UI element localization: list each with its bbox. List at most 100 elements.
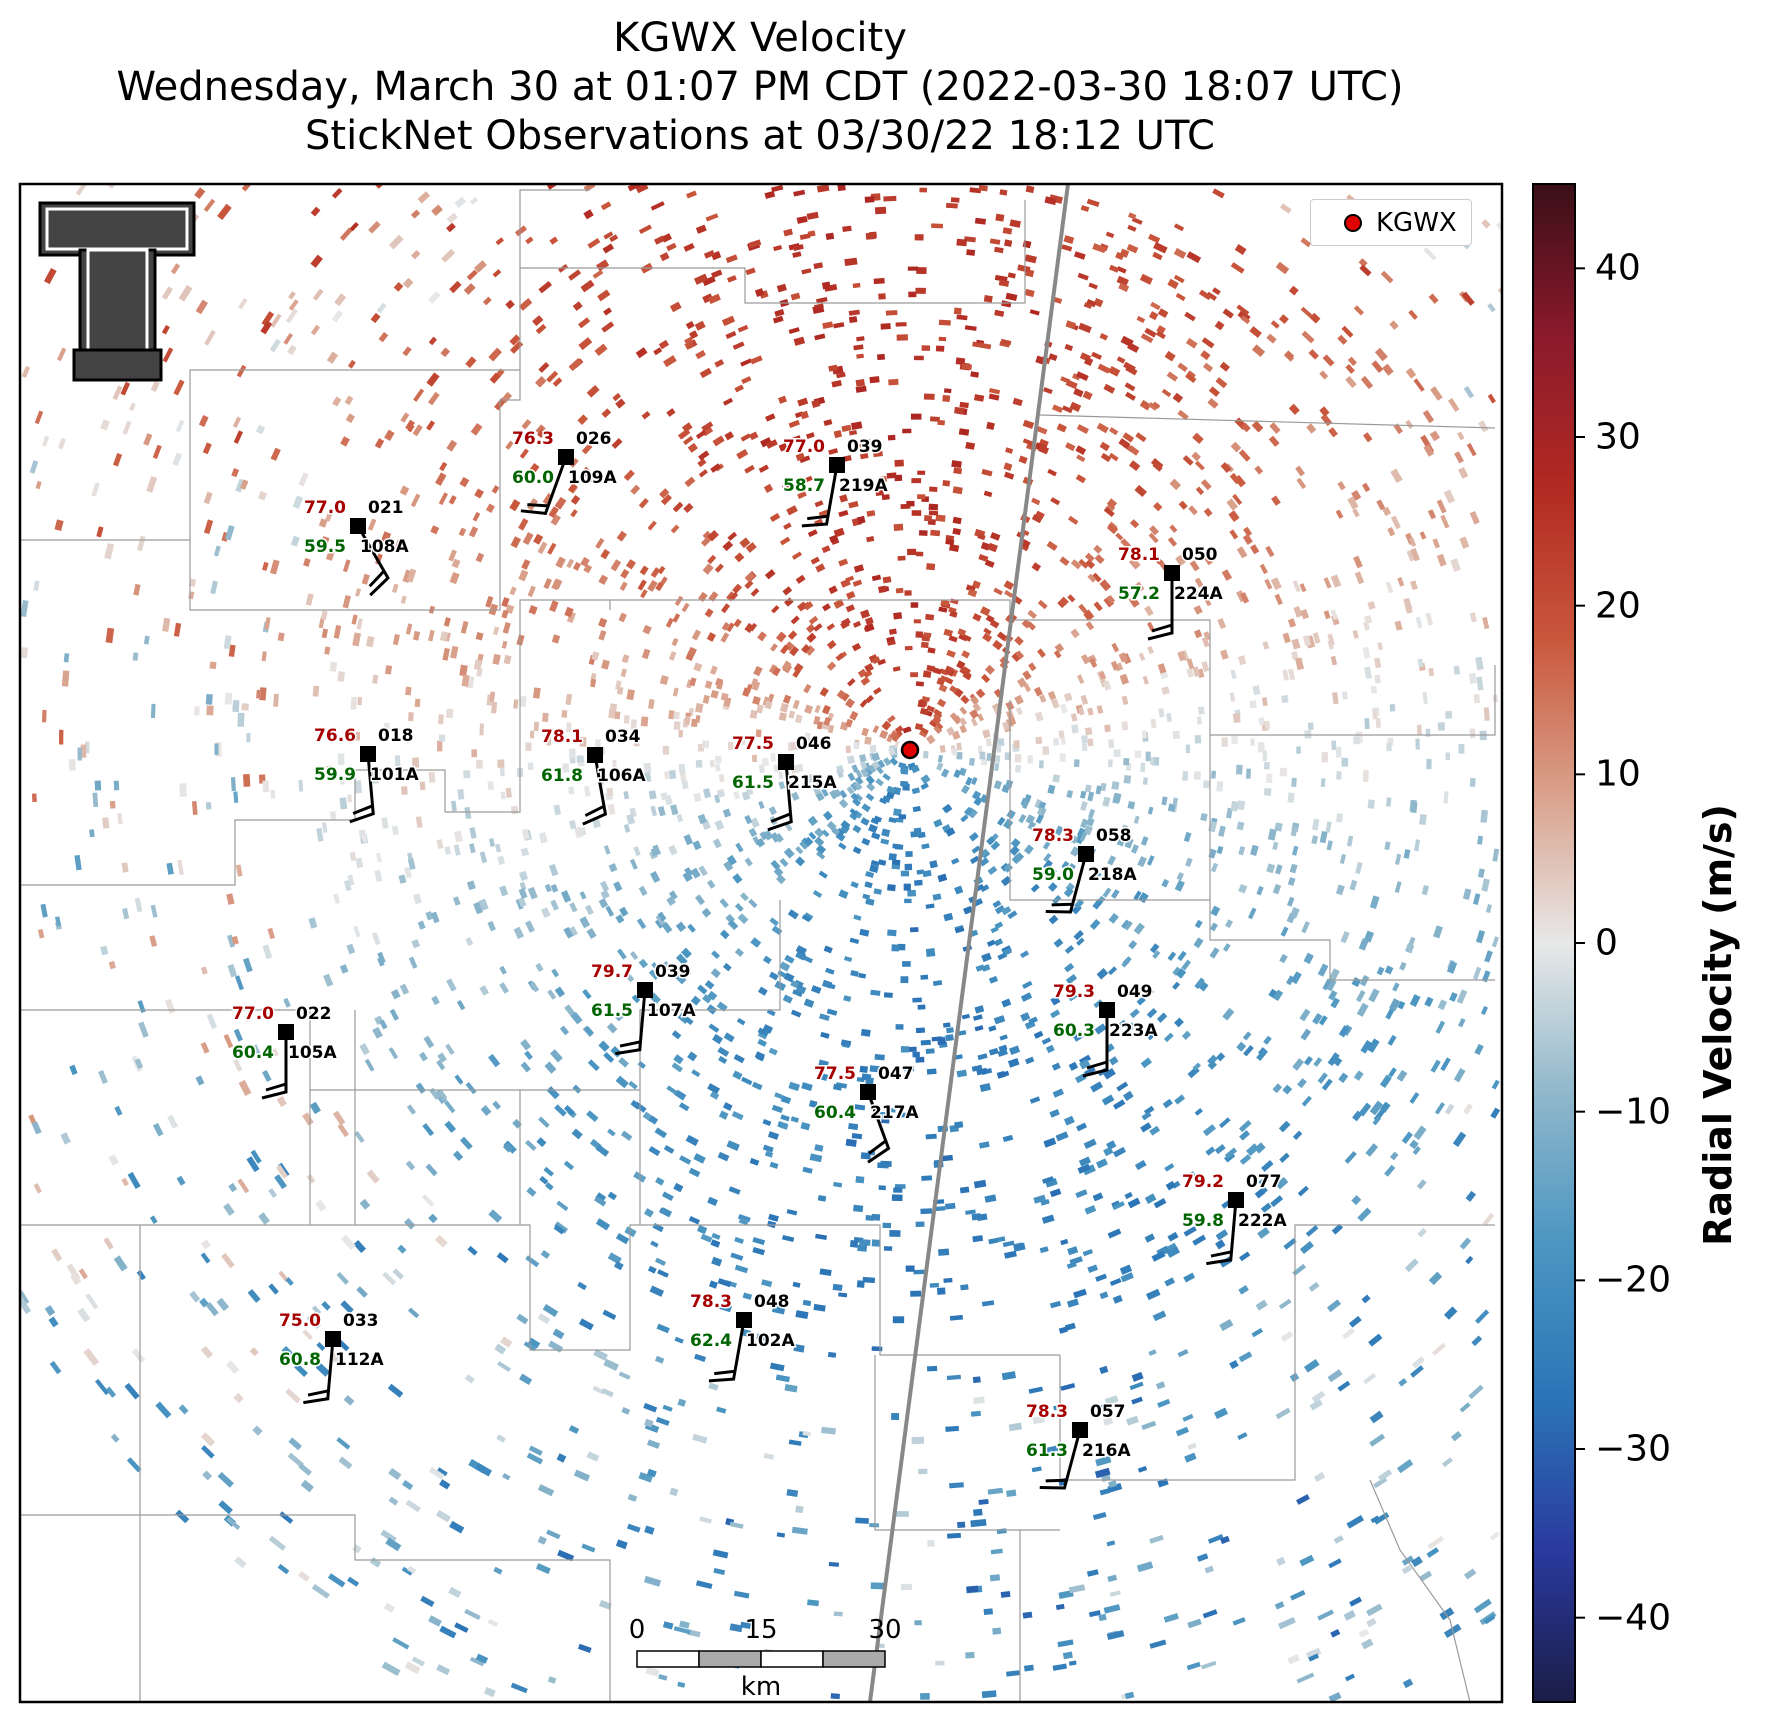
velocity-gate bbox=[1005, 447, 1014, 454]
velocity-gate bbox=[1281, 694, 1289, 704]
legend-label: KGWX bbox=[1376, 207, 1457, 238]
velocity-gate bbox=[571, 1128, 583, 1140]
velocity-gate bbox=[606, 787, 614, 797]
velocity-gate bbox=[1112, 793, 1121, 804]
velocity-gate bbox=[1295, 465, 1305, 477]
velocity-gate bbox=[707, 990, 718, 1001]
velocity-gate bbox=[699, 1516, 712, 1524]
velocity-gate bbox=[1063, 235, 1075, 244]
velocity-gate bbox=[1472, 966, 1482, 980]
velocity-gate bbox=[708, 591, 719, 602]
velocity-gate bbox=[606, 1022, 618, 1034]
velocity-gate bbox=[446, 222, 456, 233]
velocity-gate bbox=[750, 937, 762, 948]
velocity-gate bbox=[466, 269, 478, 281]
velocity-gate bbox=[273, 693, 279, 707]
velocity-gate bbox=[620, 668, 627, 678]
velocity-gate bbox=[655, 1176, 665, 1186]
velocity-gate bbox=[1198, 289, 1212, 301]
velocity-gate bbox=[751, 1081, 763, 1091]
velocity-gate bbox=[1436, 553, 1447, 567]
velocity-gate bbox=[1265, 545, 1275, 558]
velocity-gate bbox=[258, 490, 268, 501]
velocity-gate bbox=[1336, 771, 1342, 780]
velocity-gate bbox=[983, 295, 993, 303]
velocity-gate bbox=[734, 903, 744, 912]
velocity-gate bbox=[1116, 1081, 1129, 1092]
velocity-gate bbox=[1459, 1402, 1471, 1413]
velocity-gate bbox=[865, 775, 875, 785]
velocity-gate bbox=[695, 703, 704, 713]
colorbar-tick-label: −10 bbox=[1595, 1091, 1671, 1133]
velocity-gate bbox=[519, 870, 529, 881]
velocity-gate bbox=[580, 556, 590, 568]
velocity-gate bbox=[949, 685, 958, 694]
velocity-gate bbox=[436, 1664, 451, 1676]
wind-barb bbox=[303, 1338, 335, 1405]
velocity-gate bbox=[410, 209, 421, 219]
velocity-gate bbox=[1182, 455, 1194, 466]
velocity-gate bbox=[969, 187, 982, 194]
velocity-gate bbox=[437, 1089, 448, 1101]
velocity-gate bbox=[276, 1164, 288, 1179]
velocity-gate bbox=[288, 299, 299, 311]
velocity-gate bbox=[751, 680, 761, 691]
velocity-gate bbox=[965, 441, 976, 450]
velocity-gate bbox=[172, 452, 183, 467]
velocity-gate bbox=[1443, 489, 1456, 504]
colorbar-tick-label: −40 bbox=[1595, 1597, 1671, 1639]
velocity-gate bbox=[1108, 1480, 1118, 1488]
velocity-gate bbox=[806, 432, 815, 439]
velocity-gate bbox=[994, 755, 1001, 763]
velocity-gate bbox=[1280, 203, 1292, 214]
velocity-gate bbox=[535, 1563, 551, 1575]
velocity-gate bbox=[1278, 1298, 1292, 1310]
velocity-gate bbox=[450, 645, 459, 659]
velocity-gate bbox=[655, 1416, 670, 1426]
velocity-gate bbox=[820, 1031, 830, 1039]
velocity-gate bbox=[886, 785, 896, 794]
velocity-gate bbox=[1055, 1131, 1069, 1142]
velocity-gate bbox=[856, 1280, 865, 1288]
velocity-gate bbox=[672, 687, 679, 697]
velocity-gate bbox=[1416, 1179, 1427, 1190]
velocity-gate bbox=[126, 1457, 142, 1473]
velocity-gate bbox=[660, 576, 668, 586]
velocity-gate bbox=[781, 660, 792, 672]
radar-velocity-field bbox=[20, 184, 1502, 1702]
velocity-gate bbox=[1222, 308, 1234, 319]
velocity-gate bbox=[1092, 1192, 1104, 1202]
velocity-gate bbox=[468, 526, 479, 538]
velocity-gate bbox=[1251, 344, 1266, 358]
chart-title: KGWX Velocity Wednesday, March 30 at 01:… bbox=[20, 14, 1500, 161]
station-dewpoint: 61.8 bbox=[541, 766, 583, 786]
velocity-gate bbox=[310, 254, 323, 268]
velocity-gate bbox=[288, 1437, 302, 1451]
velocity-gate bbox=[100, 945, 109, 956]
velocity-gate bbox=[1108, 452, 1119, 462]
velocity-gate bbox=[1291, 777, 1297, 787]
velocity-gate bbox=[1084, 1205, 1097, 1215]
velocity-gate bbox=[806, 632, 817, 643]
velocity-gate bbox=[1303, 1359, 1320, 1373]
velocity-gate bbox=[1065, 320, 1077, 330]
velocity-gate bbox=[1365, 1143, 1379, 1157]
velocity-gate bbox=[737, 913, 749, 925]
velocity-gate bbox=[846, 786, 855, 795]
velocity-gate bbox=[1201, 636, 1210, 648]
velocity-gate bbox=[1323, 577, 1332, 589]
velocity-gate bbox=[434, 1234, 448, 1248]
velocity-gate bbox=[414, 698, 421, 708]
velocity-gate bbox=[494, 1343, 507, 1355]
velocity-gate bbox=[1140, 762, 1146, 772]
velocity-gate bbox=[841, 617, 851, 627]
velocity-gate bbox=[491, 701, 498, 714]
velocity-gate bbox=[866, 535, 875, 543]
velocity-gate bbox=[1183, 1226, 1197, 1237]
velocity-gate bbox=[609, 703, 618, 712]
velocity-gate bbox=[205, 694, 213, 705]
velocity-gate bbox=[412, 757, 420, 768]
velocity-gate bbox=[618, 612, 627, 623]
velocity-gate bbox=[431, 204, 443, 216]
